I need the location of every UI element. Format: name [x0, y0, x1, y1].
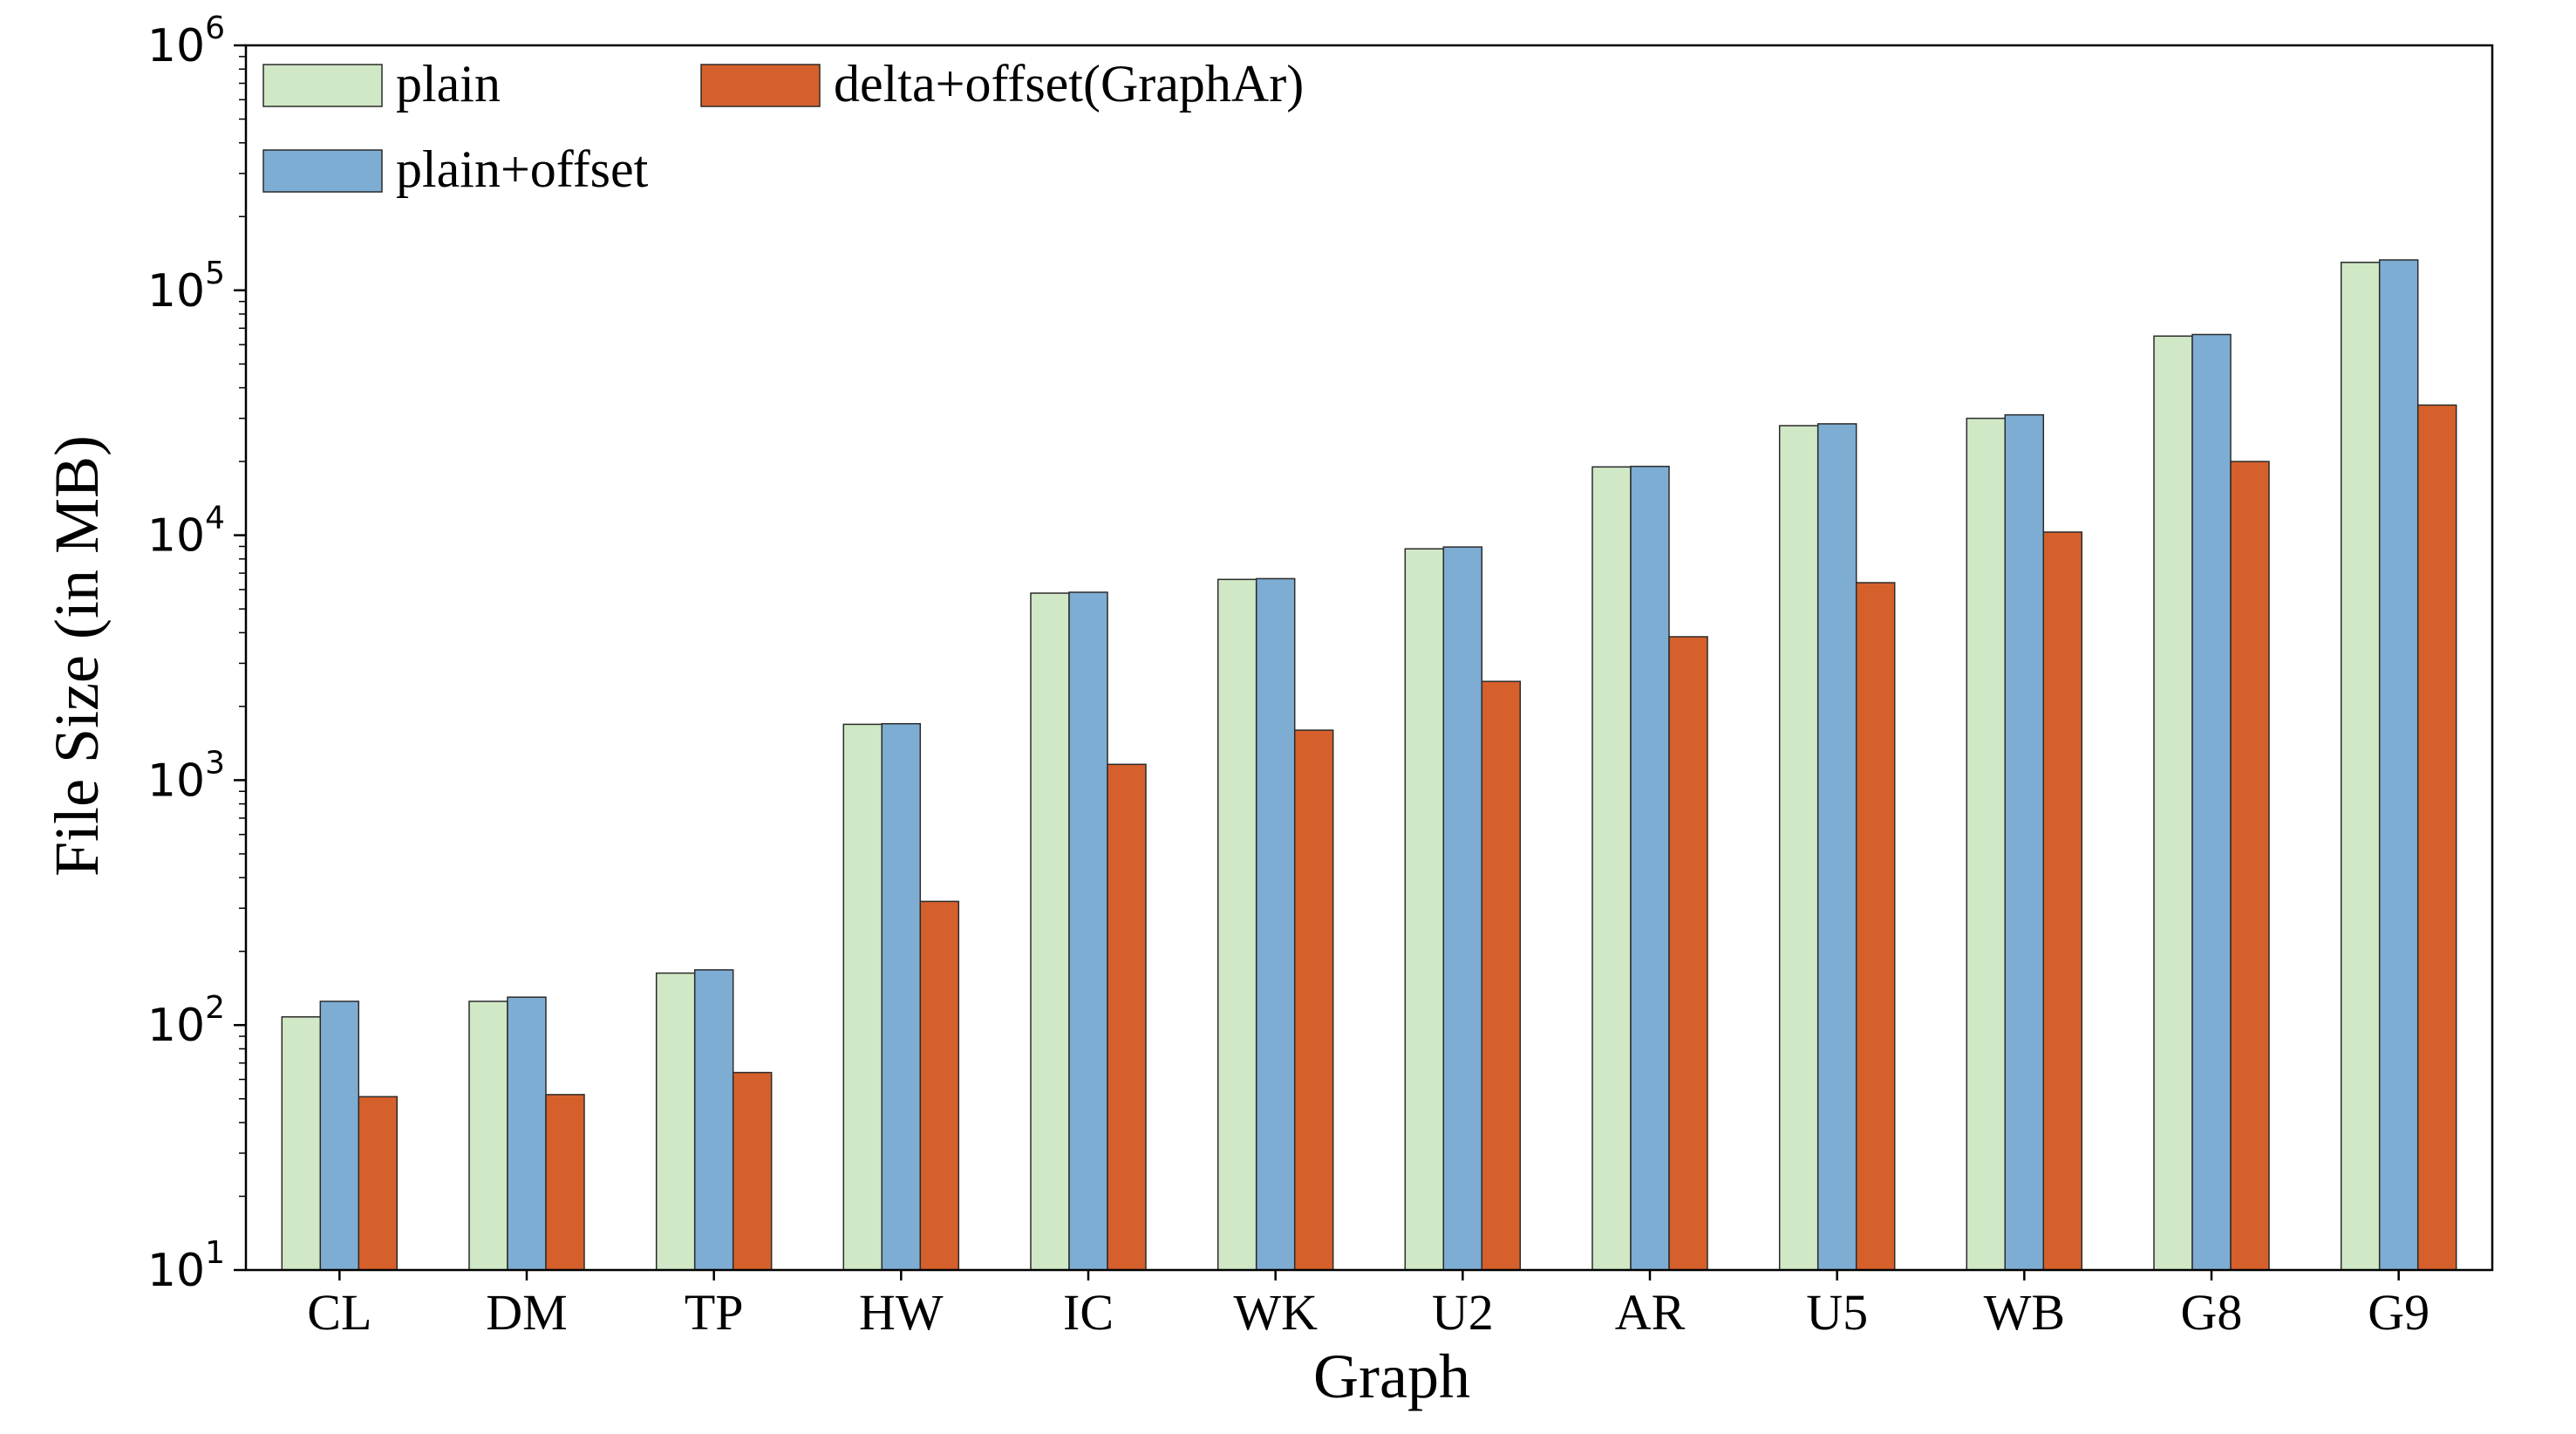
bar-wb-series-2	[2004, 413, 2045, 1271]
y-tick-label: 106	[147, 10, 225, 72]
axes: CL DM TP HW IC WK U2 AR U5 WB G8 G9 101 102 103 104 105 1…	[147, 10, 2494, 1341]
bar-hw-series-3	[919, 900, 960, 1271]
legend-swatch-3	[700, 64, 821, 107]
bar-cl-series-1	[281, 1016, 322, 1271]
bar-dm-series-2	[507, 996, 547, 1271]
bar-g8-series-1	[2153, 335, 2193, 1271]
y-tick-label: 104	[147, 501, 225, 563]
bar-ar-series-2	[1630, 465, 1670, 1271]
x-axis-title: Graph	[1313, 1342, 1470, 1411]
bar-ic-series-3	[1107, 763, 1147, 1271]
bar-tp-series-3	[732, 1071, 773, 1271]
bar-u2-series-2	[1442, 546, 1483, 1271]
bar-hw-series-1	[842, 723, 883, 1271]
x-tick-label: IC	[1063, 1284, 1114, 1341]
bar-wk-series-3	[1293, 729, 1334, 1271]
bar-tp-series-1	[655, 972, 696, 1271]
bar-u5-series-2	[1816, 423, 1857, 1271]
bar-g8-series-2	[2191, 333, 2232, 1271]
bar-u2-series-3	[1481, 680, 1522, 1271]
y-tick-label: 101	[147, 1235, 225, 1297]
bar-wb-series-3	[2042, 531, 2083, 1271]
bar-ar-series-1	[1591, 466, 1632, 1271]
x-tick-label: U5	[1806, 1284, 1868, 1341]
legend-label-3: delta+offset(GraphAr)	[834, 55, 1304, 113]
x-tick-label: DM	[486, 1284, 567, 1341]
bar-ar-series-3	[1668, 636, 1708, 1271]
x-tick-label: G9	[2368, 1284, 2429, 1341]
y-axis-title: File Size (in MB)	[42, 435, 112, 877]
x-tick-label: CL	[307, 1284, 371, 1341]
bar-dm-series-3	[545, 1094, 585, 1271]
legend-label-1: plain	[396, 55, 501, 113]
x-tick-label: AR	[1615, 1284, 1686, 1341]
bar-tp-series-2	[693, 969, 734, 1271]
legend-swatch-2	[262, 149, 383, 193]
bar-wk-series-2	[1255, 577, 1296, 1271]
bar-hw-series-2	[881, 722, 922, 1271]
bar-g9-series-2	[2378, 259, 2419, 1271]
x-tick-label: WK	[1233, 1284, 1318, 1341]
bar-u5-series-1	[1778, 425, 1819, 1271]
legend-label-2: plain+offset	[396, 140, 649, 198]
bar-cl-series-3	[358, 1096, 399, 1271]
bar-u2-series-1	[1404, 548, 1445, 1271]
bar-ic-series-2	[1068, 591, 1108, 1271]
x-tick-label: HW	[859, 1284, 944, 1341]
y-tick-label: 105	[147, 256, 225, 318]
x-tick-label: U2	[1432, 1284, 1494, 1341]
x-tick-label: WB	[1984, 1284, 2065, 1341]
bar-wb-series-1	[1966, 417, 2007, 1271]
x-tick-label: G8	[2181, 1284, 2243, 1341]
bar-u5-series-3	[1855, 582, 1896, 1271]
legend: plain plain+offset delta+offset(GraphAr)	[262, 55, 1304, 198]
legend-swatch-1	[262, 64, 383, 107]
bar-g8-series-3	[2230, 461, 2270, 1271]
bars	[281, 259, 2457, 1271]
bar-g9-series-1	[2340, 262, 2381, 1271]
bar-cl-series-2	[319, 1000, 360, 1271]
bar-ic-series-1	[1030, 592, 1070, 1271]
bar-dm-series-1	[468, 1000, 508, 1271]
y-tick-label: 103	[147, 745, 225, 807]
bar-wk-series-1	[1216, 578, 1257, 1271]
plot-frame	[244, 44, 2494, 1272]
y-tick-label: 102	[147, 990, 225, 1052]
x-tick-label: TP	[685, 1284, 744, 1341]
bar-g9-series-3	[2416, 404, 2457, 1271]
plot-background	[246, 45, 2492, 1270]
plot-area	[246, 45, 2492, 1270]
